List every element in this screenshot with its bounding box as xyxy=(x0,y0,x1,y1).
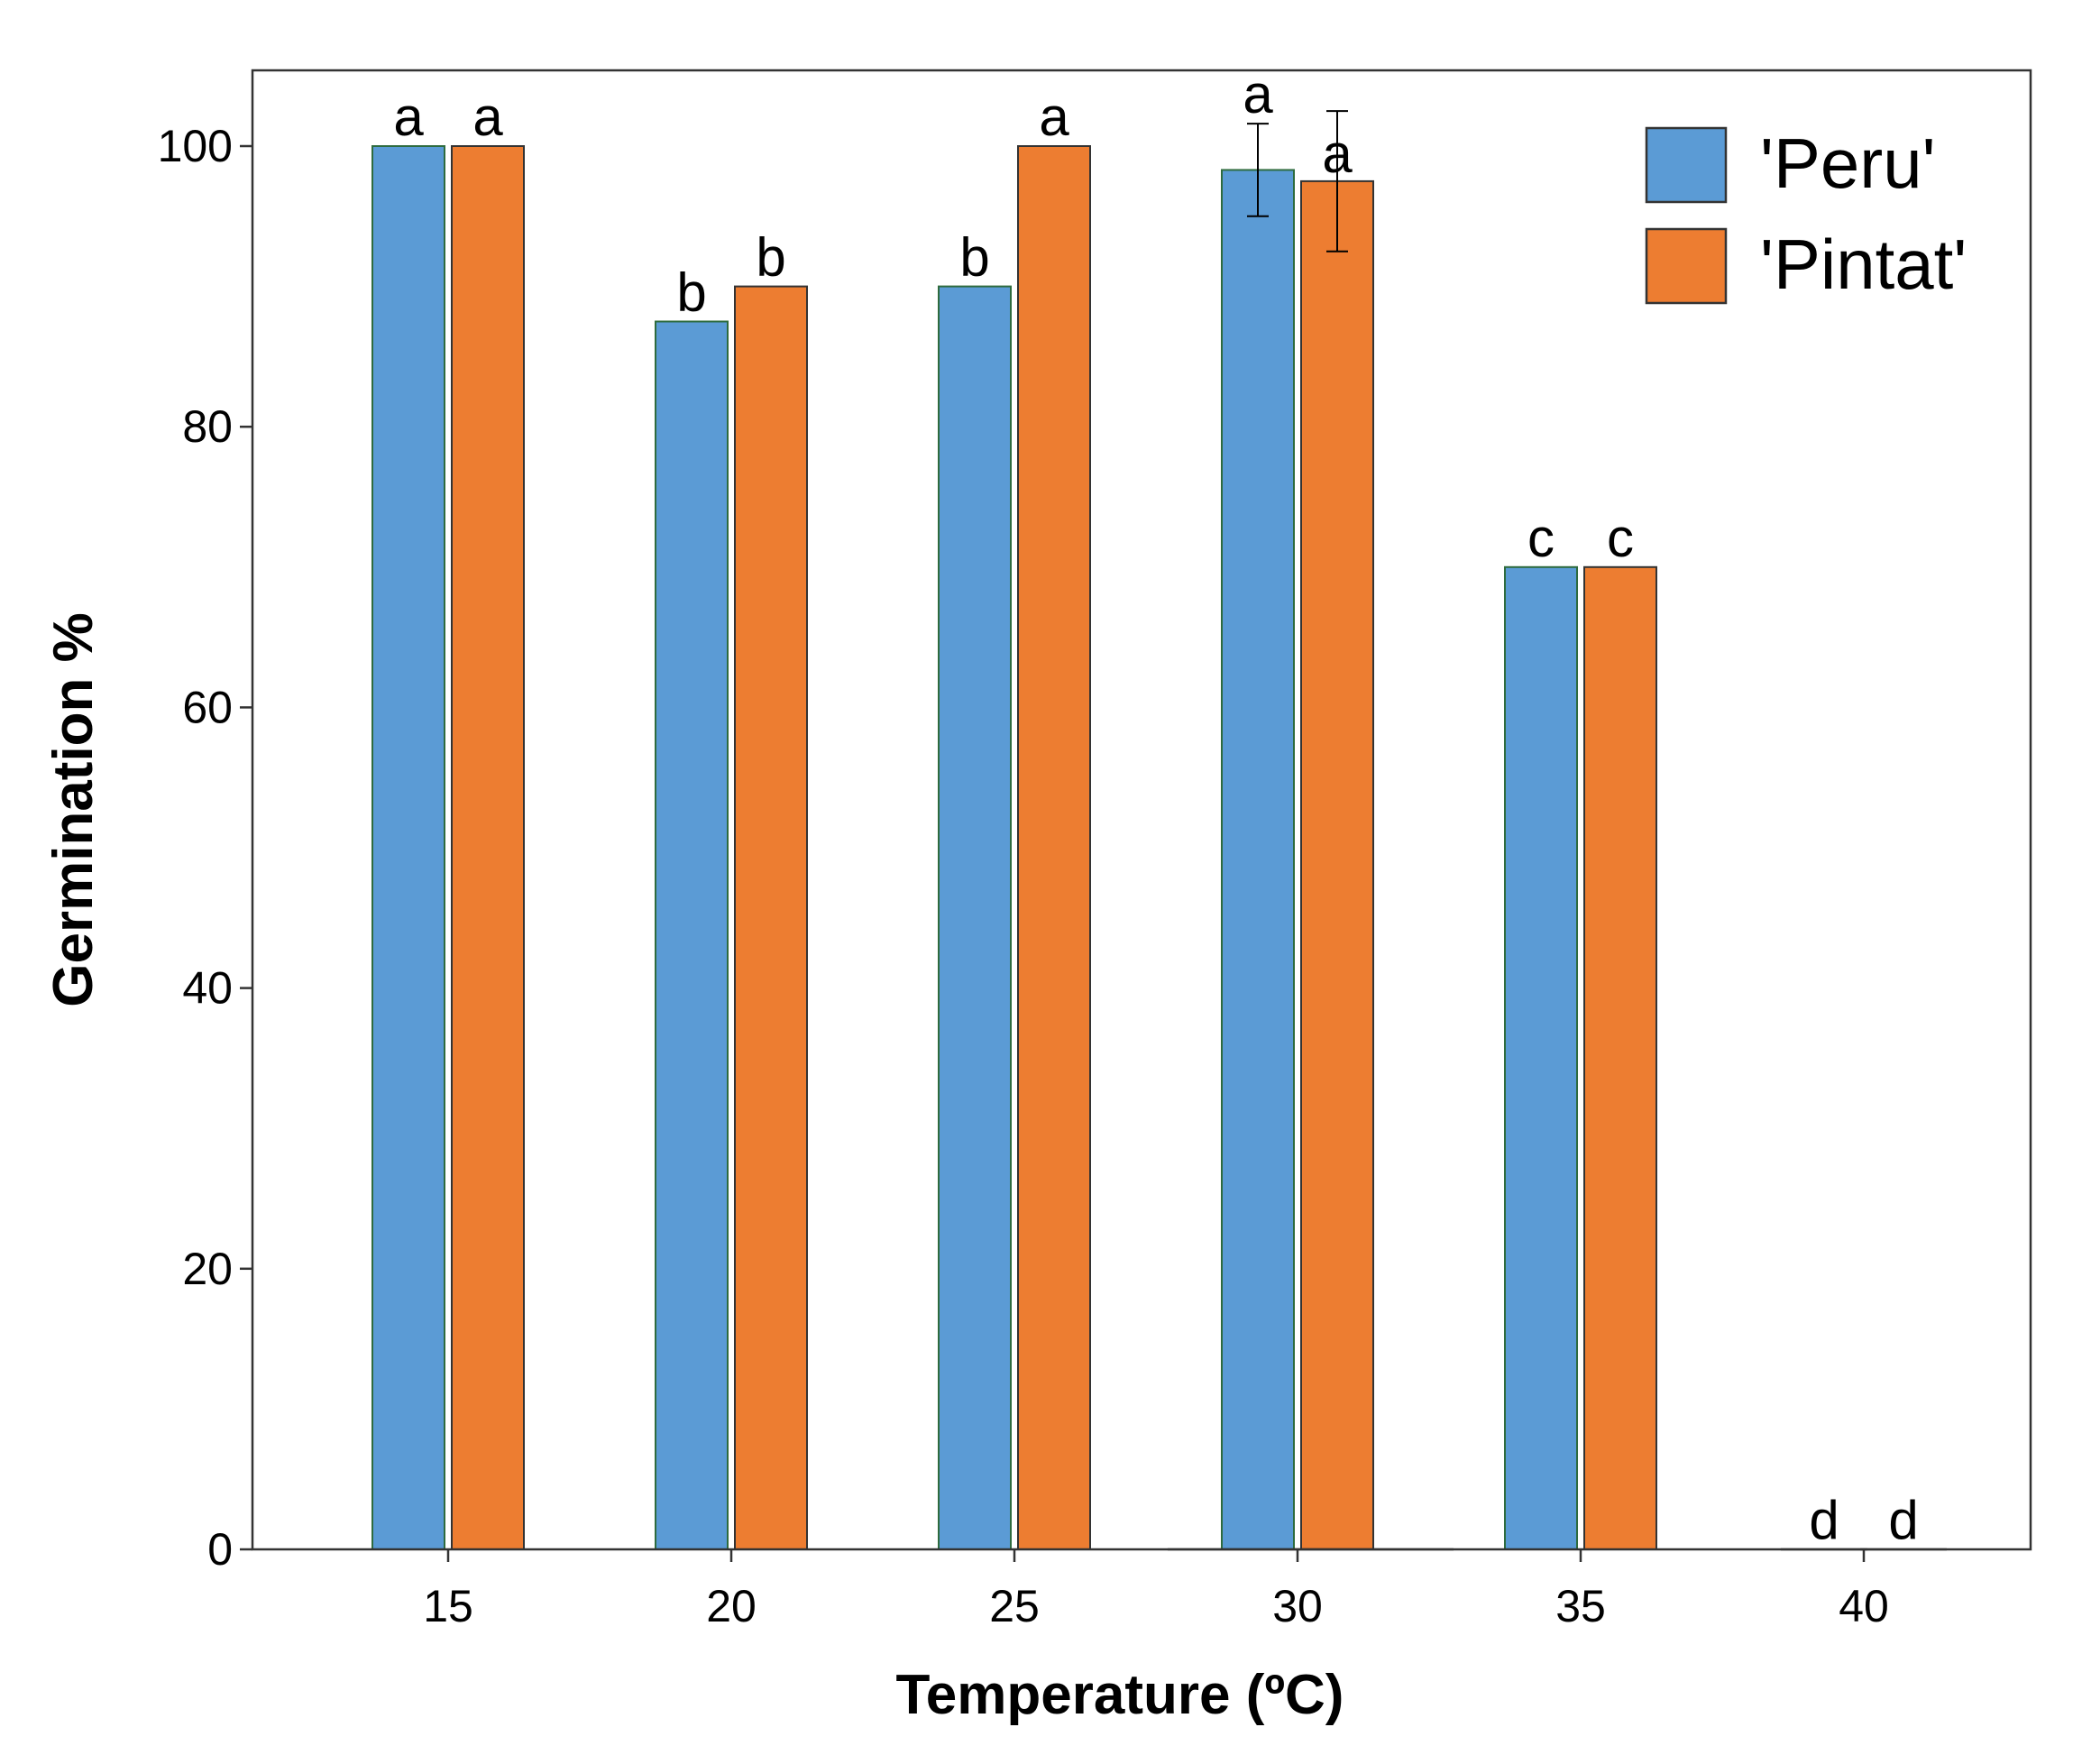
significance-letter: a xyxy=(393,87,424,147)
significance-letter: c xyxy=(1607,508,1634,568)
bar-pintat-15 xyxy=(451,145,525,1550)
x-tick-label: 35 xyxy=(1555,1581,1606,1631)
x-tick-label: 30 xyxy=(1272,1581,1323,1631)
bar-peru-30 xyxy=(1221,169,1295,1550)
bar-peru-35 xyxy=(1504,565,1578,1550)
y-axis: 0 20 40 60 80 100 xyxy=(158,121,252,1575)
bar-peru-15 xyxy=(371,145,445,1550)
x-tick-label: 20 xyxy=(706,1581,757,1631)
legend-label-peru: 'Peru' xyxy=(1760,124,1936,203)
y-axis-title: Germination % xyxy=(42,612,105,1007)
significance-letter: a xyxy=(1322,124,1353,184)
significance-letters-layer: a abb ba aac cd d xyxy=(393,64,1918,1550)
y-tick-label: 40 xyxy=(182,963,233,1014)
bar-peru-25 xyxy=(938,285,1012,1551)
significance-letter: b xyxy=(676,262,706,323)
significance-letter: b xyxy=(959,227,989,288)
y-tick-label: 60 xyxy=(182,682,233,732)
bar-peru-20 xyxy=(655,320,729,1550)
legend: 'Peru' 'Pintat' xyxy=(1645,124,1967,305)
significance-letter: a xyxy=(472,87,503,147)
significance-letter: a xyxy=(1243,64,1273,124)
significance-letter: d xyxy=(1888,1490,1918,1550)
legend-label-pintat: 'Pintat' xyxy=(1760,225,1967,304)
x-tick-label: 40 xyxy=(1839,1581,1889,1631)
significance-letter: b xyxy=(756,227,785,288)
plot-frame xyxy=(251,69,2032,1551)
x-tick-label: 25 xyxy=(989,1581,1040,1631)
x-axis: 15 20 25 30 35 40 xyxy=(423,1549,1889,1631)
bar-pintat-30 xyxy=(1300,179,1374,1550)
x-tick-label: 15 xyxy=(423,1581,473,1631)
legend-swatch-peru xyxy=(1645,126,1728,204)
bar-pintat-25 xyxy=(1017,145,1091,1550)
bar-pintat-20 xyxy=(734,285,808,1551)
legend-swatch-pintat xyxy=(1645,227,1728,305)
y-tick-label: 20 xyxy=(182,1244,233,1294)
bar-pintat-35 xyxy=(1583,565,1657,1550)
y-tick-label: 100 xyxy=(158,121,233,171)
y-tick-label: 0 xyxy=(207,1524,233,1575)
bars-layer xyxy=(371,145,1947,1551)
significance-letter: d xyxy=(1809,1490,1839,1550)
error-bars-layer xyxy=(1247,110,1348,253)
significance-letter: c xyxy=(1527,508,1555,568)
significance-letter: a xyxy=(1039,87,1069,147)
y-tick-label: 80 xyxy=(182,401,233,452)
x-axis-title: Temperature (ºC) xyxy=(896,1664,1344,1726)
